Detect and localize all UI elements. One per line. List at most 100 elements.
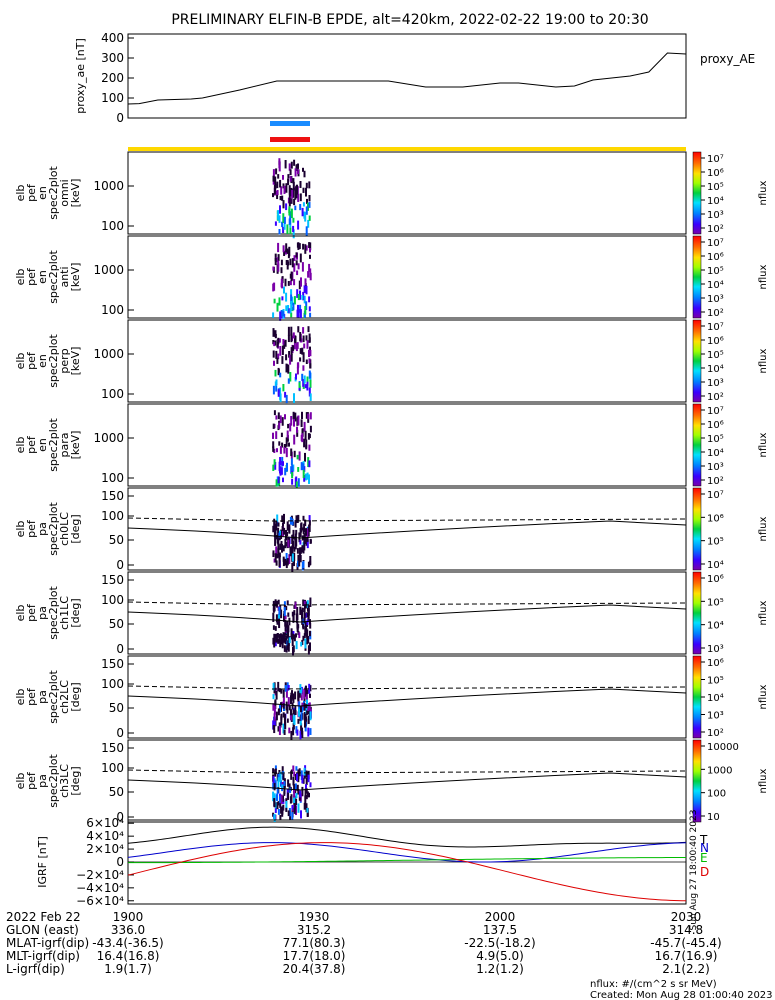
ylabel-para: para <box>58 433 71 458</box>
spec-pixel <box>301 705 304 713</box>
spec-pixel <box>301 727 303 735</box>
spec-pixel <box>298 243 301 250</box>
spec-pixel <box>304 283 307 288</box>
spec-pixel <box>277 476 280 484</box>
spec-pixel <box>278 770 281 775</box>
ephemeris-row-label: GLON (east) <box>6 923 79 937</box>
spec-pixel <box>272 720 275 730</box>
spec-pixel <box>277 801 280 806</box>
spec-pixel <box>307 605 310 612</box>
colorbar-tick-label-ch2LC: 10³ <box>707 711 724 722</box>
spec-pixel <box>295 529 298 535</box>
ytick-label-ch3LC: 150 <box>101 741 124 755</box>
spec-pixel <box>289 372 292 382</box>
spec-pixel <box>272 441 275 449</box>
loss-cone-dashed-ch0LC <box>127 517 687 522</box>
igrf-legend-d: D <box>700 865 709 879</box>
spec-pixel <box>274 553 277 563</box>
spec-pixel <box>279 415 282 424</box>
spec-pixel <box>283 447 286 454</box>
spec-pixel <box>306 619 309 626</box>
spec-pixel <box>291 190 294 199</box>
spec-pixel <box>305 788 308 794</box>
ylabel-perp: perp <box>58 348 71 373</box>
ytick-label-ch0LC: 0 <box>116 558 124 572</box>
spec-pixel <box>285 394 288 404</box>
spec-pixel <box>277 778 280 788</box>
spec-pixel <box>300 419 303 427</box>
colorbar-tick-label-anti: 10⁴ <box>707 280 724 291</box>
spec-pixel <box>272 694 275 700</box>
spec-pixel <box>287 612 290 617</box>
spec-pixel <box>290 794 293 803</box>
spec-pixel <box>272 328 275 337</box>
colorbar-tick-label-ch3LC: 100 <box>707 789 726 800</box>
spec-pixel <box>280 267 283 274</box>
spec-pixel <box>309 272 312 281</box>
ytick-label-ch3LC: 100 <box>101 761 124 775</box>
panel-frame-ch3LC <box>127 739 687 823</box>
spec-pixel <box>290 416 293 426</box>
spec-pixel <box>303 375 306 384</box>
spec-pixel <box>287 305 290 314</box>
spec-pixel <box>278 552 281 558</box>
spec-pixel <box>272 725 275 730</box>
spec-pixel <box>305 444 308 450</box>
spec-pixel <box>290 709 292 716</box>
proxy-ae-frame <box>127 33 687 119</box>
spec-pixel <box>283 216 286 224</box>
spec-pixel <box>280 310 283 317</box>
spec-pixel <box>306 634 309 645</box>
spec-pixel <box>277 808 280 815</box>
colorbar-tick-label-para: 10² <box>707 476 724 487</box>
colorbar-label-ch2LC: nflux <box>758 684 769 709</box>
spec-pixel <box>278 441 281 446</box>
spec-pixel <box>304 212 307 222</box>
colorbar-tick-label-perp: 10⁶ <box>707 336 724 347</box>
ylabel-ch1LC: elb <box>14 605 27 622</box>
spec-pixel <box>297 789 300 795</box>
spec-pixel <box>281 442 284 448</box>
ylabel-ch0LC: pef <box>25 519 38 538</box>
spec-pixel <box>303 688 306 699</box>
spec-pixel <box>293 795 296 804</box>
spec-pixel <box>307 219 310 228</box>
spec-pixel <box>297 554 300 564</box>
spec-pixel <box>283 786 286 795</box>
ephemeris-value: 16.4(16.8) <box>97 949 160 963</box>
spec-pixel <box>303 600 306 606</box>
spec-pixel <box>275 479 278 487</box>
spec-pixel <box>281 515 284 523</box>
spec-pixel <box>308 296 311 303</box>
colorbar-tick-label-ch0LC: 10⁷ <box>707 490 724 501</box>
spec-pixel <box>280 713 283 720</box>
colorbar-tick-label-ch2LC: 10² <box>707 728 724 739</box>
spec-pixel <box>277 210 280 220</box>
ylabel-anti: pef <box>25 267 38 286</box>
spec-pixel <box>284 444 287 449</box>
spec-pixel <box>273 782 276 791</box>
spec-pixel <box>278 532 281 538</box>
spec-pixel <box>286 621 289 629</box>
spec-pixel <box>304 721 306 728</box>
spec-pixel <box>287 174 290 179</box>
spec-pixel <box>283 607 286 617</box>
spec-pixel <box>294 691 297 700</box>
spec-pixel <box>279 372 282 378</box>
colorbar-tick-label-ch2LC: 10⁵ <box>707 676 724 687</box>
spec-pixel <box>296 454 299 460</box>
spec-pixel <box>302 561 305 569</box>
spec-pixel <box>278 606 281 615</box>
colorbar-tick-label-anti: 10⁶ <box>707 252 724 263</box>
ephemeris-value: 137.5 <box>483 923 517 937</box>
igrf-ytick-label: 4×10⁴ <box>86 829 124 843</box>
colorbar-tick-label-ch1LC: 10³ <box>707 644 724 655</box>
spec-pixel <box>305 538 308 546</box>
ytick-label-ch0LC: 100 <box>101 509 124 523</box>
colorbar-tick-label-omni: 10³ <box>707 210 724 221</box>
colorbar-tick-label-perp: 10⁷ <box>707 322 724 333</box>
colorbar-tick-label-ch3LC: 1000 <box>707 765 732 776</box>
spec-pixel <box>302 463 305 471</box>
spec-pixel <box>280 186 283 195</box>
